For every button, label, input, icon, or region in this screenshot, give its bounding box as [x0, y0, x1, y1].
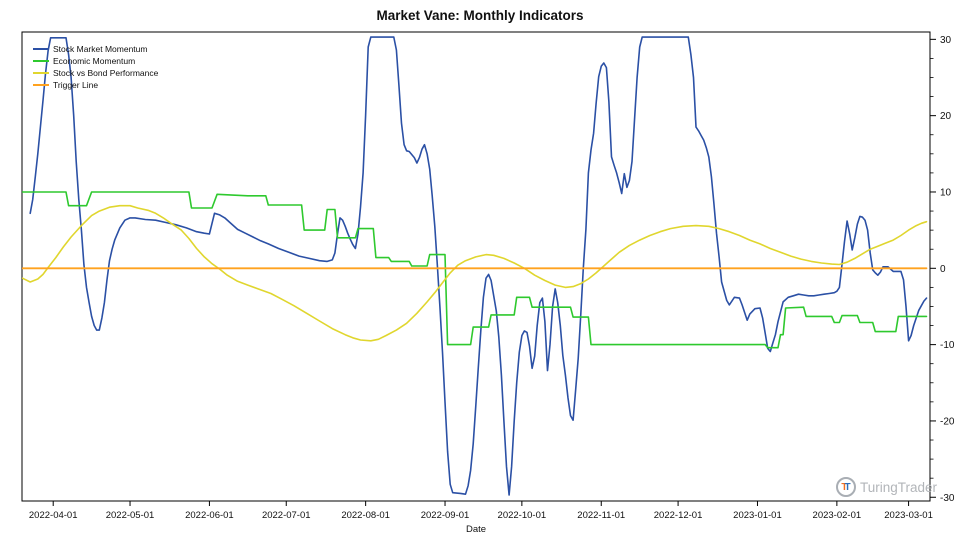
legend-label: Stock vs Bond Performance [53, 68, 159, 78]
y-tick-label: 0 [940, 264, 946, 275]
legend-swatch [33, 60, 49, 62]
legend-label: Trigger Line [53, 80, 99, 90]
legend-item: Trigger Line [33, 79, 158, 91]
series-line-stock-market-momentum [29, 36, 928, 496]
series-line-stock-vs-bond-performance [22, 204, 928, 342]
watermark-label: TuringTrader [860, 479, 938, 495]
legend-item: Stock vs Bond Performance [33, 67, 158, 79]
x-tick-label: 2022-10-01 [498, 510, 547, 521]
series-line-economic-momentum [22, 191, 928, 349]
x-tick-label: 2022-05-01 [106, 510, 155, 521]
legend-item: Economic Momentum [33, 55, 158, 67]
plot-border [21, 31, 931, 502]
legend-swatch [33, 72, 49, 74]
x-tick-label: 2022-07-01 [262, 510, 311, 521]
y-tick-label: 20 [940, 111, 952, 122]
chart-legend: Stock Market Momentum Economic Momentum St… [33, 43, 158, 91]
x-tick-label: 2022-04-01 [29, 510, 78, 521]
x-tick-label: 2022-09-01 [421, 510, 470, 521]
series-group [22, 36, 928, 496]
y-tick-label: -10 [940, 340, 955, 351]
legend-label: Economic Momentum [53, 56, 136, 66]
legend-item: Stock Market Momentum [33, 43, 158, 55]
x-tick-label: 2023-02-01 [813, 510, 862, 521]
x-axis-title: Date [465, 524, 487, 535]
x-tick-label: 2023-01-01 [733, 510, 782, 521]
x-tick-label: 2022-12-01 [654, 510, 703, 521]
y-tick-label: 30 [940, 35, 952, 46]
x-tick-label: 2022-11-01 [577, 510, 625, 521]
x-tick-label: 2023-03-01 [884, 510, 933, 521]
legend-swatch [33, 48, 49, 50]
legend-swatch [33, 84, 49, 86]
chart-title: Market Vane: Monthly Indicators [376, 8, 584, 23]
y-tick-label: -20 [940, 416, 955, 427]
y-tick-label: -30 [940, 493, 955, 504]
x-tick-label: 2022-06-01 [185, 510, 234, 521]
legend-label: Stock Market Momentum [53, 44, 148, 54]
x-tick-label: 2022-08-01 [341, 510, 390, 521]
y-tick-label: 10 [940, 187, 952, 198]
